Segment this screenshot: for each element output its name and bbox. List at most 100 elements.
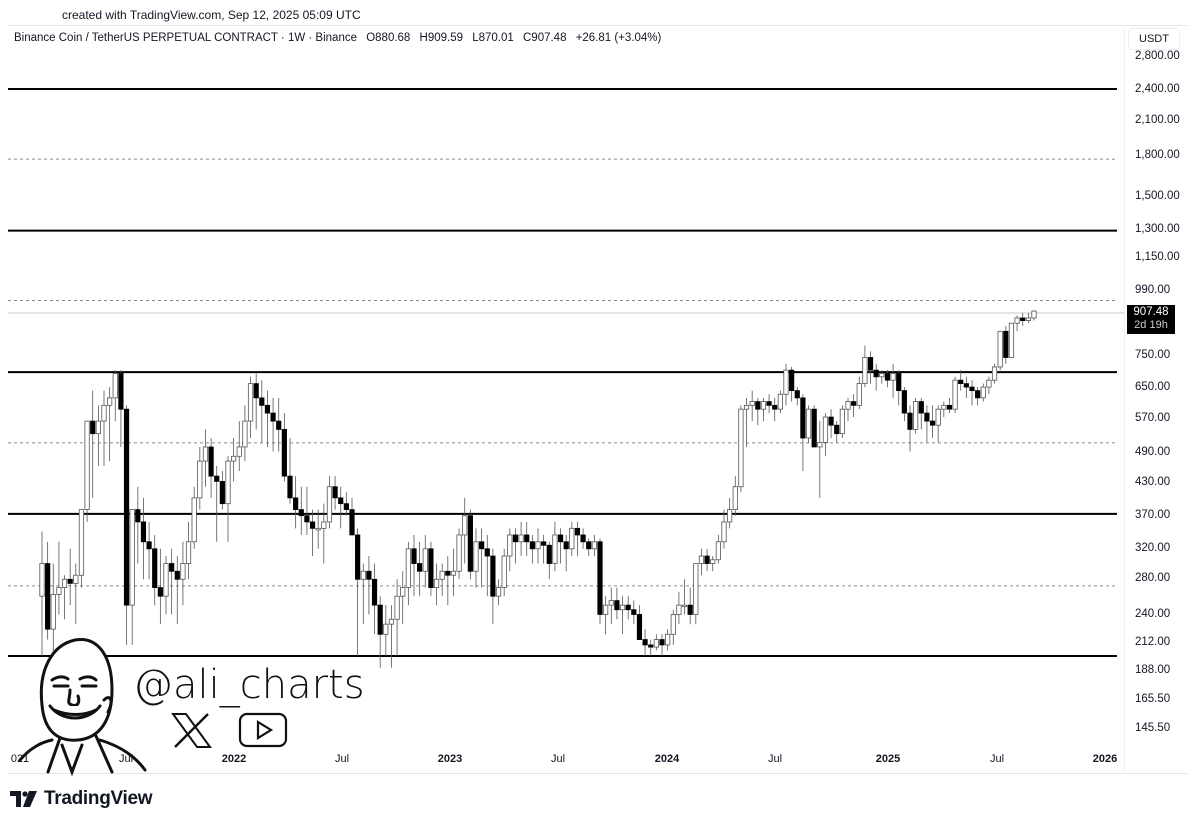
candle: [50, 594, 56, 630]
time-axis-label: 2026: [1092, 753, 1118, 765]
candle: [642, 639, 648, 646]
candle: [574, 527, 581, 536]
symbol-title: Binance Coin / TetherUS PERPETUAL CONTRA…: [14, 32, 357, 44]
youtube-icon: [238, 712, 288, 748]
price-axis-label: 1,150.00: [1135, 251, 1180, 263]
price-axis-label: 2,100.00: [1135, 114, 1180, 126]
candle: [755, 401, 761, 410]
candle: [140, 521, 147, 543]
candle: [490, 555, 496, 597]
tradingview-logo[interactable]: TradingView: [10, 788, 153, 810]
candle: [202, 446, 209, 462]
candle: [687, 604, 693, 615]
candle: [867, 357, 874, 371]
candle: [935, 408, 941, 426]
candle: [298, 509, 304, 517]
candle: [659, 639, 665, 646]
candle: [1014, 317, 1020, 324]
candle: [411, 548, 417, 564]
candle: [197, 460, 203, 499]
candle: [180, 563, 186, 580]
chart-frame: [8, 25, 1188, 774]
candle: [884, 373, 891, 381]
candle: [276, 420, 282, 430]
candle: [732, 486, 738, 510]
candle: [388, 618, 395, 625]
tradingview-brand-text: TradingView: [44, 788, 153, 809]
currency-button[interactable]: USDT: [1128, 28, 1180, 50]
candle: [107, 397, 113, 406]
time-axis-label: 021: [10, 753, 30, 765]
last-price-value: 907.48: [1133, 306, 1169, 318]
candle: [608, 600, 614, 606]
candle: [422, 548, 428, 572]
candle: [524, 534, 530, 543]
candle: [969, 386, 975, 392]
candle: [247, 383, 254, 422]
candle: [963, 383, 969, 388]
candle: [101, 404, 107, 422]
candle: [501, 555, 507, 588]
candle: [366, 570, 372, 580]
candle: [535, 541, 541, 550]
candle: [648, 644, 654, 648]
candle: [896, 373, 902, 392]
candle: [377, 604, 383, 635]
candle: [315, 527, 321, 531]
candle: [941, 404, 947, 410]
candle: [394, 595, 400, 620]
candle: [264, 404, 271, 414]
candle: [828, 416, 834, 426]
price-axis-label: 750.00: [1135, 349, 1171, 361]
candle: [433, 578, 440, 588]
candle: [225, 460, 231, 505]
candle: [191, 497, 197, 543]
tradingview-logo-icon: [10, 791, 37, 807]
candle: [783, 369, 789, 395]
candle: [123, 408, 130, 606]
candle: [118, 373, 124, 410]
candle: [918, 401, 924, 414]
candle: [1008, 322, 1015, 358]
time-axis-label: 2024: [654, 753, 680, 765]
candle: [529, 541, 535, 550]
candle: [991, 366, 998, 381]
candle: [924, 412, 930, 422]
candle: [557, 534, 564, 543]
candle: [1003, 330, 1009, 358]
candle: [546, 544, 552, 564]
candle: [552, 534, 558, 564]
candle: [958, 379, 964, 385]
candle: [67, 578, 73, 584]
candle: [78, 509, 85, 576]
candle: [839, 408, 845, 435]
candle: [405, 548, 411, 588]
candle: [929, 420, 936, 426]
candle: [214, 475, 220, 482]
candle: [890, 373, 896, 381]
candle: [400, 587, 406, 597]
price-axis-label: 650.00: [1135, 381, 1171, 393]
candle: [507, 534, 513, 557]
candle: [95, 420, 101, 435]
candle: [456, 534, 462, 572]
candle: [811, 408, 817, 448]
candle: [743, 404, 750, 410]
candle: [879, 373, 885, 378]
candle: [721, 521, 727, 543]
candle: [586, 541, 592, 550]
candle: [789, 369, 795, 392]
candle: [84, 420, 90, 510]
candle: [371, 578, 378, 606]
candle: [495, 587, 502, 597]
candle: [293, 497, 299, 510]
ohlc-open: O880.68: [366, 32, 411, 44]
candle: [163, 563, 169, 597]
candle: [518, 534, 524, 543]
candle: [851, 401, 857, 406]
candle: [952, 379, 958, 410]
candle: [146, 541, 152, 550]
candle: [242, 420, 248, 448]
candle: [39, 563, 45, 597]
